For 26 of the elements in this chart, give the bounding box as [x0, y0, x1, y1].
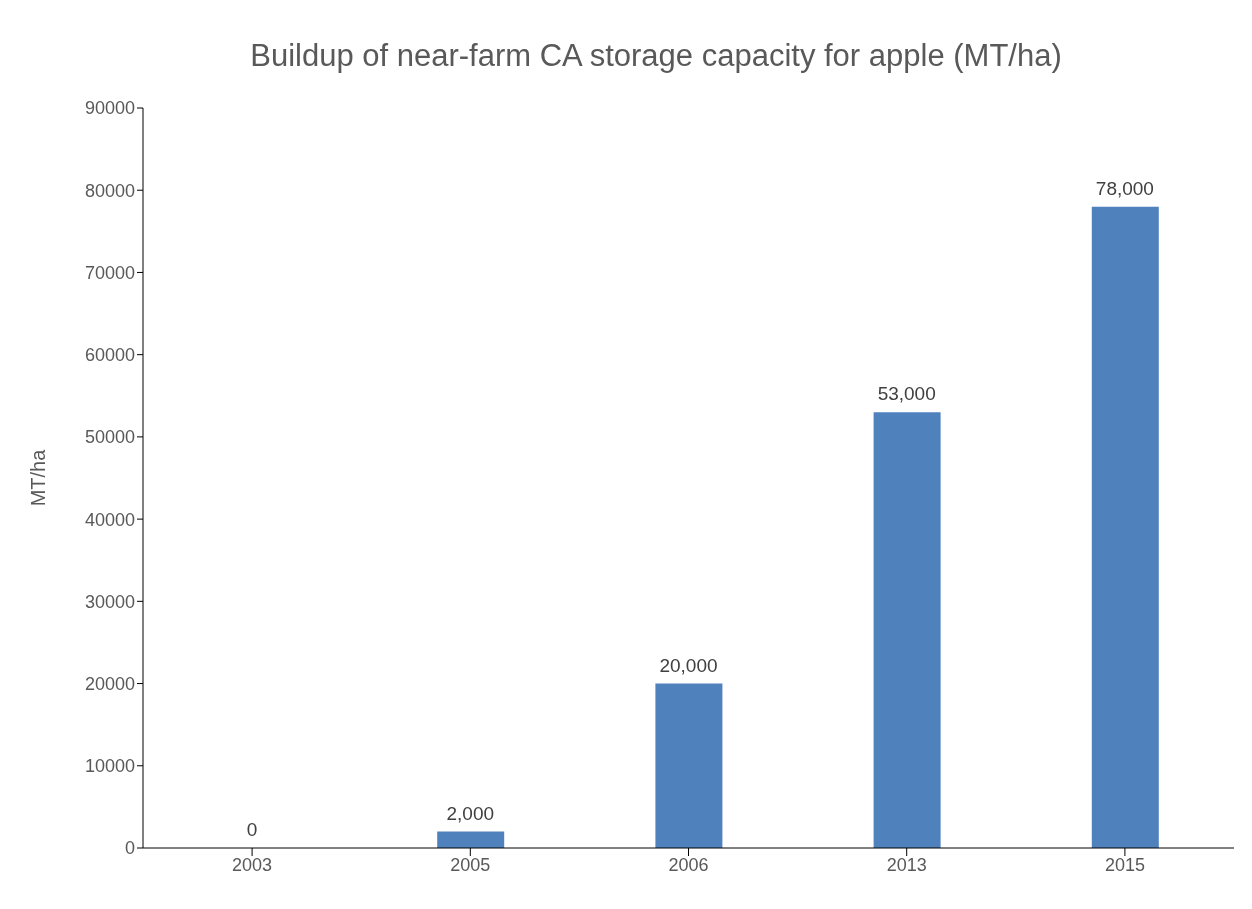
x-tick-label: 2013 [886, 854, 927, 875]
bar [873, 412, 941, 848]
data-label: 2,000 [446, 802, 495, 824]
bar [655, 683, 723, 848]
x-tick-label: 2003 [232, 854, 273, 875]
x-tick-label: 2005 [450, 854, 491, 875]
x-tick-label: 2015 [1104, 854, 1145, 875]
y-tick-label: 60000 [84, 345, 135, 366]
y-axis-title: MT/ha [27, 448, 50, 507]
y-tick-label: 80000 [84, 180, 135, 201]
bar [437, 831, 505, 848]
y-tick-label: 10000 [84, 756, 135, 777]
x-tick-label: 2006 [668, 854, 709, 875]
y-tick-label: 30000 [84, 591, 135, 612]
data-label: 20,000 [659, 654, 718, 676]
y-tick-label: 40000 [84, 509, 135, 530]
data-label: 0 [246, 819, 258, 840]
data-label: 78,000 [1095, 177, 1154, 199]
bar [1091, 206, 1159, 848]
y-tick-label: 0 [124, 838, 135, 859]
chart-title: Buildup of near-farm CA storage capacity for apple (MT/ha) [249, 37, 1063, 75]
y-tick-label: 90000 [84, 98, 135, 119]
y-tick-label: 70000 [84, 262, 135, 283]
data-label: 53,000 [877, 383, 936, 405]
y-tick-label: 50000 [84, 427, 135, 448]
y-tick-label: 20000 [84, 673, 135, 694]
